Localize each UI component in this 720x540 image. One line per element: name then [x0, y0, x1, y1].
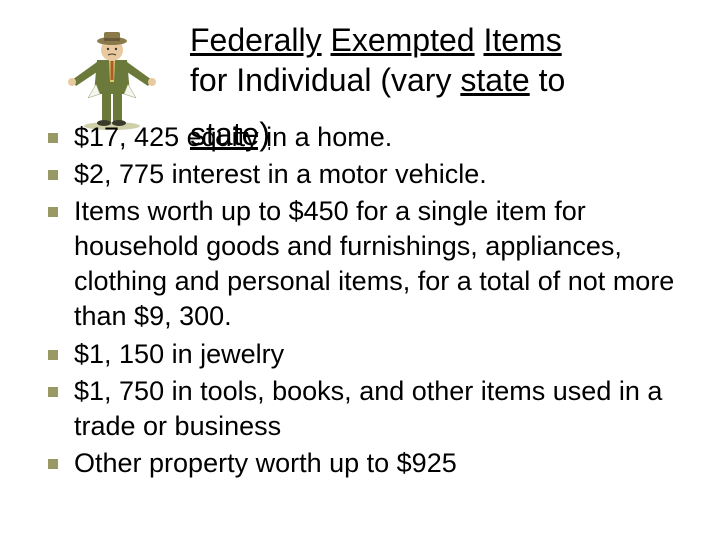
- list-item: $1, 150 in jewelry: [48, 337, 678, 372]
- title-word: state: [460, 62, 529, 98]
- bullet-icon: [48, 170, 58, 180]
- list-item-text: Other property worth up to $925: [74, 446, 457, 481]
- list-item: $2, 775 interest in a motor vehicle.: [48, 157, 678, 192]
- bullet-icon: [48, 459, 58, 469]
- title-text: to: [530, 62, 566, 98]
- list-item-text: $1, 750 in tools, books, and other items…: [74, 374, 678, 444]
- slide: Federally Exempted Items for Individual …: [0, 0, 720, 540]
- bullet-icon: [48, 350, 58, 360]
- clipart-broke-man: [52, 22, 172, 132]
- bullet-icon: [48, 133, 58, 143]
- bullet-icon: [48, 387, 58, 397]
- title-text: for Individual (vary: [190, 62, 460, 98]
- title-word: Items: [483, 22, 561, 58]
- list-item-text: $1, 150 in jewelry: [74, 337, 284, 372]
- slide-title: Federally Exempted Items for Individual …: [190, 20, 680, 100]
- title-word: Federally: [190, 22, 322, 58]
- list-item: Other property worth up to $925: [48, 446, 678, 481]
- bullet-list: $17, 425 equity in a home. $2, 775 inter…: [48, 120, 678, 483]
- list-item: $17, 425 equity in a home.: [48, 120, 678, 155]
- list-item-text: $2, 775 interest in a motor vehicle.: [74, 157, 487, 192]
- list-item: Items worth up to $450 for a single item…: [48, 194, 678, 334]
- list-item-text: $17, 425 equity in a home.: [74, 120, 392, 155]
- list-item: $1, 750 in tools, books, and other items…: [48, 374, 678, 444]
- title-word: Exempted: [331, 22, 475, 58]
- list-item-text: Items worth up to $450 for a single item…: [74, 194, 678, 334]
- bullet-icon: [48, 207, 58, 217]
